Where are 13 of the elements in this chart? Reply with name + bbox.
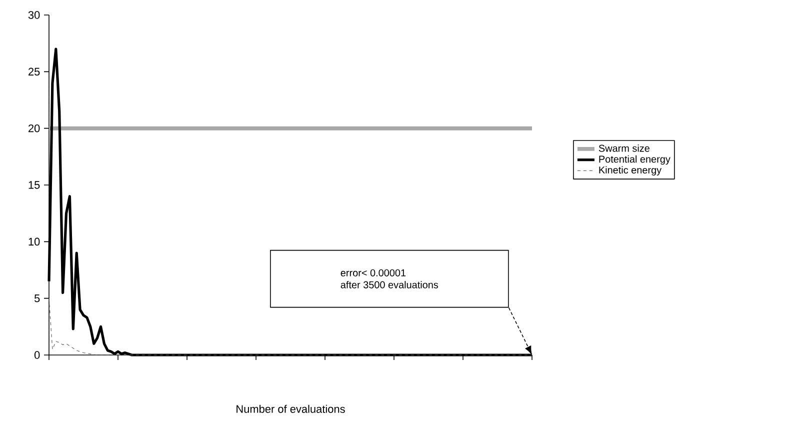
y-tick-label: 25 — [28, 68, 40, 76]
y-tick-label: 10 — [28, 238, 40, 246]
legend-label: Potential energy — [599, 155, 670, 165]
annotation: error< 0.00001 — [340, 269, 406, 276]
annotation: after 3500 evaluations — [340, 281, 438, 288]
y-tick-label: 15 — [28, 181, 40, 189]
x-axis-title: Number of evaluations — [236, 404, 345, 413]
legend-label: Swarm size — [598, 144, 650, 152]
y-tick-label: 30 — [28, 11, 40, 19]
y-tick-label: 5 — [34, 294, 40, 302]
y-tick-label: 20 — [28, 124, 40, 132]
legend-label: Kinetic energy — [599, 166, 662, 176]
y-tick-label: 0 — [34, 351, 40, 359]
